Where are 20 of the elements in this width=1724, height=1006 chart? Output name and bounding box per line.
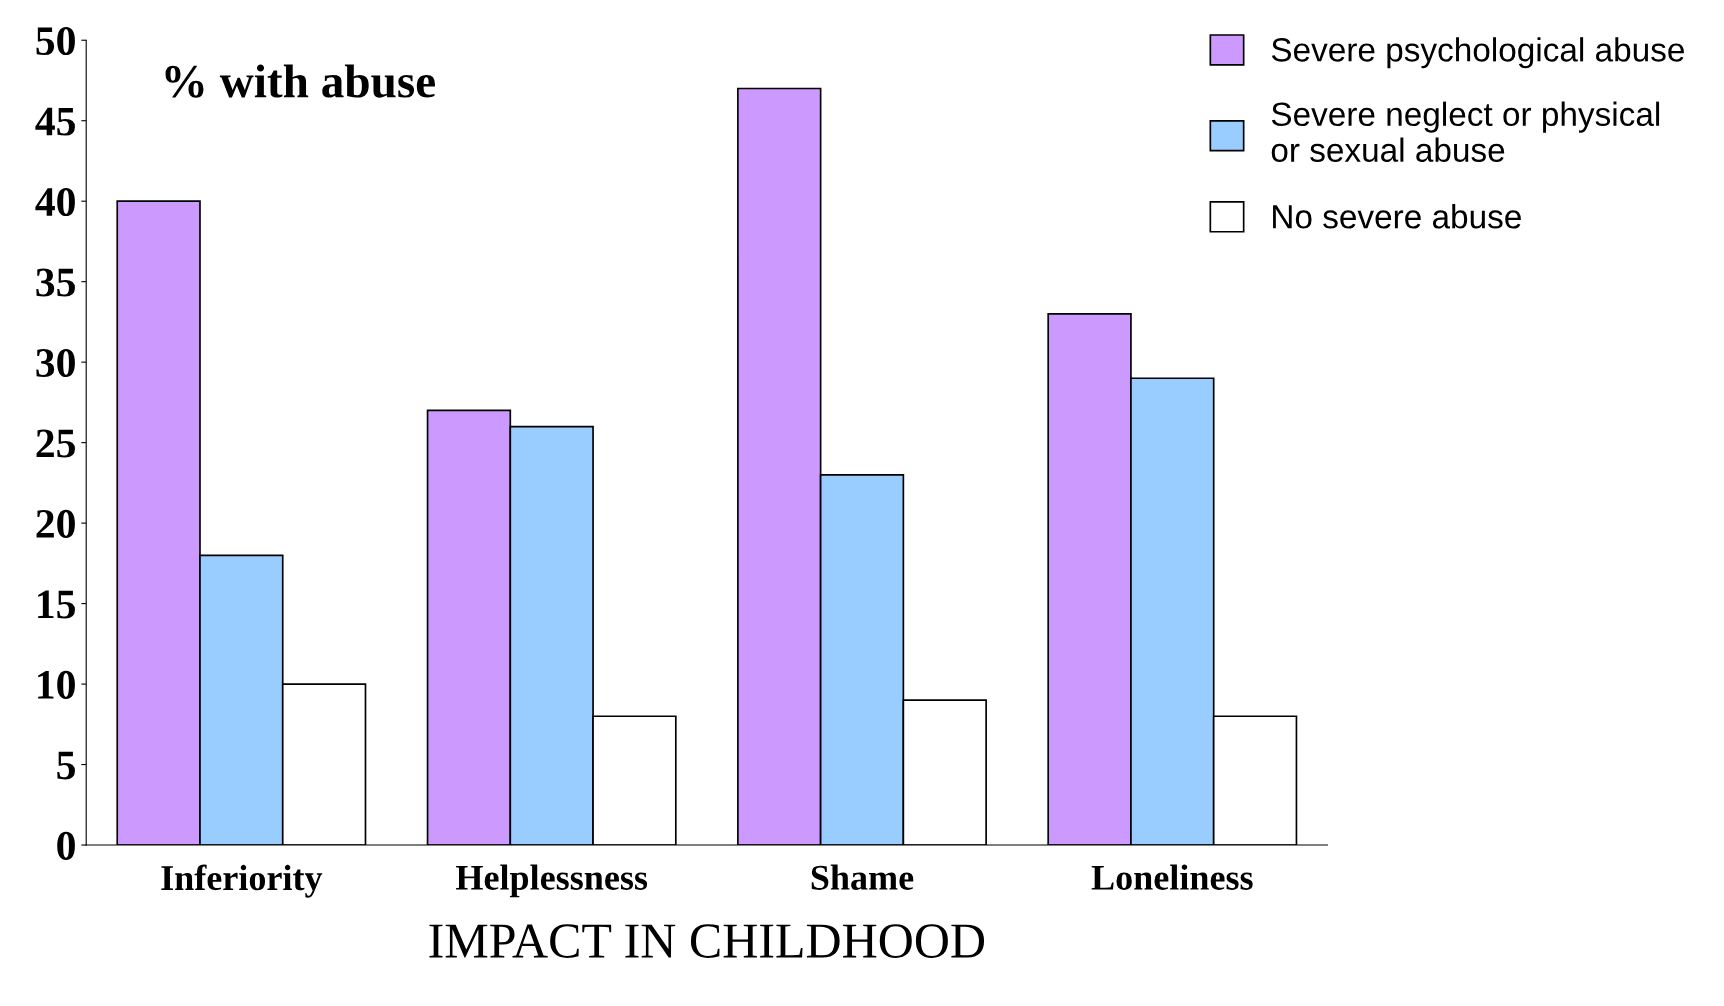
y-tick-label: 15 — [38, 590, 75, 619]
y-tick-label: 50 — [36, 26, 75, 56]
y-tick-label: 10 — [38, 670, 75, 699]
legend-label: No severe abuse — [1273, 204, 1521, 229]
y-tick-label: 40 — [35, 187, 75, 217]
chart-title: % with abuse — [165, 64, 435, 98]
y-tick-label: 25 — [36, 429, 75, 458]
y-tick-label: 20 — [36, 509, 75, 538]
legend-label: Severe psychological abuse — [1271, 37, 1684, 69]
x-tick-label: Inferiority — [161, 864, 323, 898]
x-tick-label: Helplessness — [455, 864, 648, 898]
x-tick-label: Loneliness — [1091, 864, 1253, 890]
x-axis-title: IMPACT IN CHILDHOOD — [429, 924, 985, 958]
y-tick-label: 5 — [57, 751, 75, 780]
y-tick-label: 45 — [35, 107, 75, 136]
legend-label: Severe neglect or physical or sexual abuse — [1271, 101, 1660, 162]
y-tick-label: 30 — [36, 348, 75, 378]
y-tick-label: 35 — [36, 268, 75, 297]
y-tick-label: 0 — [57, 831, 75, 860]
x-tick-label: Shame — [811, 864, 914, 890]
